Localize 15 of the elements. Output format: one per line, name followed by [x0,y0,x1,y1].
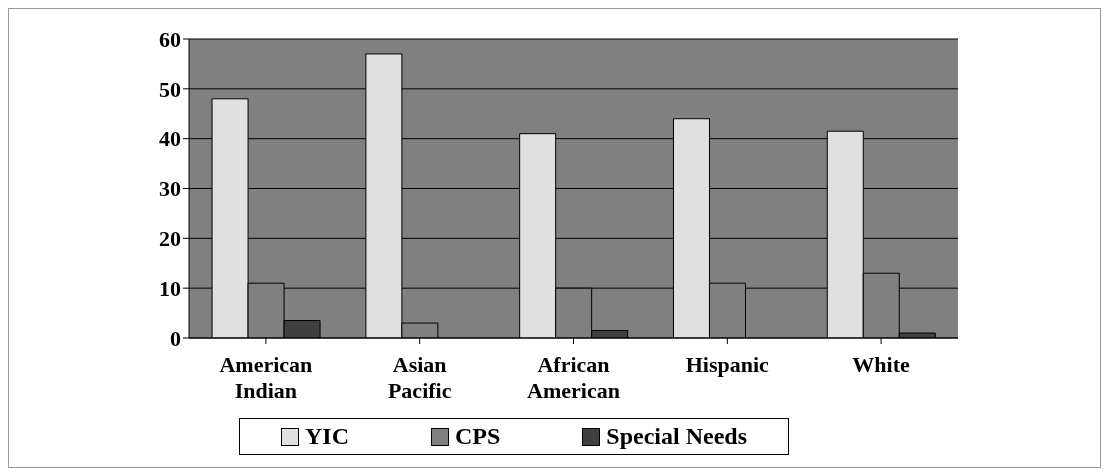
y-tick-label: 0 [170,325,181,351]
y-tick-label: 20 [159,226,181,252]
x-tick-label: White [852,352,911,377]
x-tick-label: Hispanic [685,352,770,377]
x-tick-label: Asian Pacific [387,352,452,403]
y-tick-label: 10 [159,275,181,301]
legend-label: Special Needs [606,423,747,450]
y-tick-label: 40 [159,126,181,152]
x-tick-label: African American [527,352,620,403]
y-tick-label: 50 [159,76,181,102]
y-tick-label: 30 [159,176,181,202]
legend-label: YIC [304,423,349,450]
x-tick-label: American Indian [219,352,313,403]
legend-label: CPS [454,423,501,450]
y-tick-label: 60 [159,26,181,52]
